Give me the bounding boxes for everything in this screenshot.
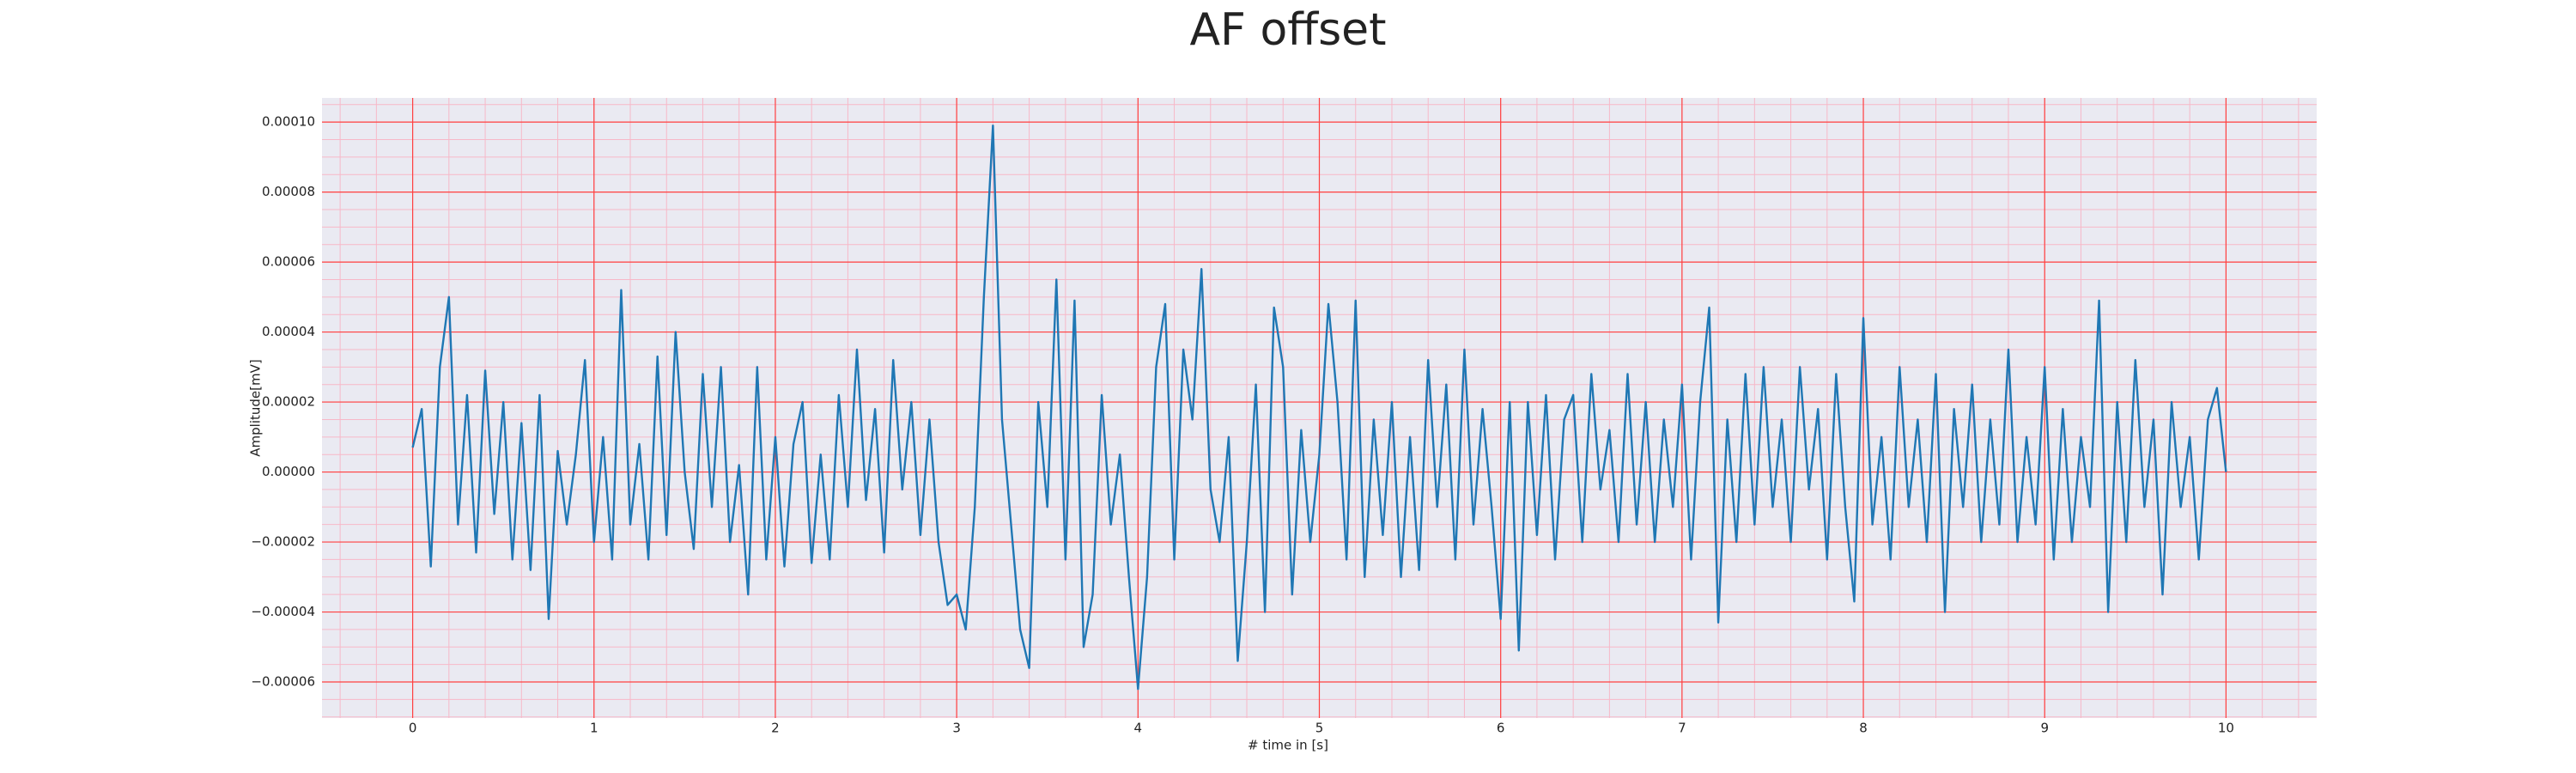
data-line: [411, 124, 2227, 691]
grid: [322, 98, 2317, 718]
chart-title: AF offset: [1189, 4, 1386, 56]
x-tick-label: 9: [2040, 721, 2049, 736]
x-tick-label: 5: [1315, 721, 1324, 736]
y-tick-label: −0.00006: [251, 674, 315, 690]
x-tick-label: 10: [2218, 721, 2234, 736]
x-tick-label: 3: [952, 721, 961, 736]
x-axis-label: # time in [s]: [1248, 738, 1328, 753]
y-tick-label: 0.00008: [262, 184, 315, 199]
x-tick-label: 1: [590, 721, 598, 736]
y-tick-label: 0.00010: [262, 114, 315, 130]
x-tick-label: 8: [1859, 721, 1868, 736]
x-tick-label: 6: [1497, 721, 1505, 736]
y-tick-label: 0.00000: [262, 464, 315, 479]
x-tick-label: 4: [1134, 721, 1143, 736]
x-tick-label: 0: [409, 721, 417, 736]
x-tick-label: 2: [771, 721, 780, 736]
y-axis-label: Amplitude[mV]: [248, 359, 264, 456]
x-tick-label: 7: [1678, 721, 1686, 736]
y-tick-label: 0.00006: [262, 254, 315, 270]
y-tick-label: −0.00002: [251, 534, 315, 550]
y-tick-label: 0.00004: [262, 324, 315, 339]
plot: [411, 124, 2227, 691]
y-tick-label: 0.00002: [262, 394, 315, 410]
y-tick-label: −0.00004: [251, 604, 315, 619]
